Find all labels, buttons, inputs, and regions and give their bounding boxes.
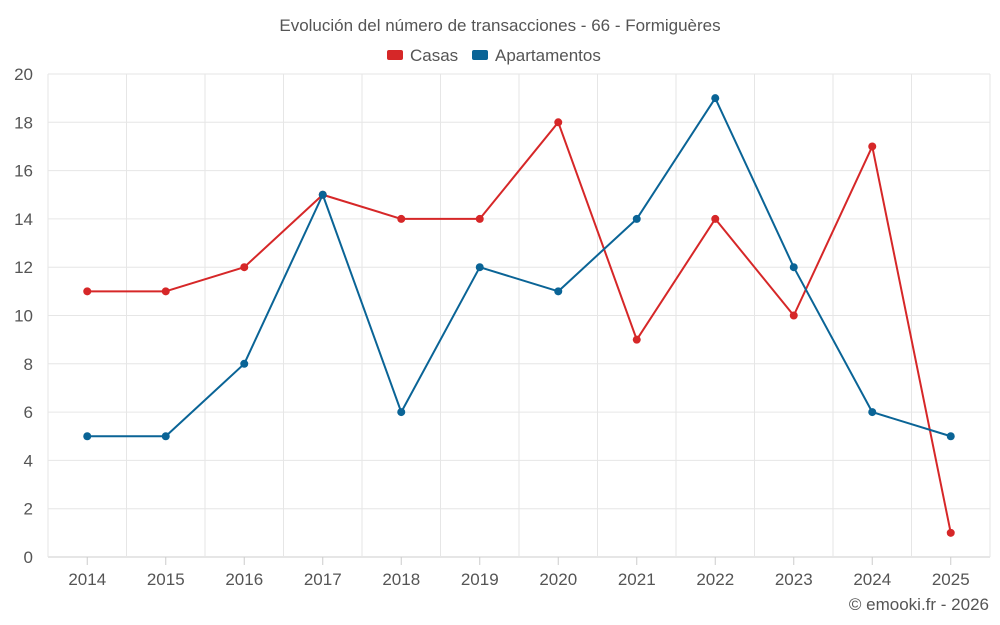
y-tick-label: 10 bbox=[14, 307, 33, 326]
y-tick-label: 12 bbox=[14, 258, 33, 277]
data-point-casas[interactable] bbox=[475, 214, 484, 223]
x-tick-label: 2018 bbox=[382, 570, 420, 589]
y-axis: 0 2 4 6 8 10 12 14 16 18 20 bbox=[14, 65, 33, 567]
y-tick-label: 20 bbox=[14, 65, 33, 84]
x-tick-label: 2024 bbox=[853, 570, 891, 589]
data-point-apartamentos[interactable] bbox=[946, 432, 955, 441]
x-axis: 2014 2015 2016 2017 2018 2019 2020 2021 2022 2023… bbox=[68, 557, 970, 589]
x-tick-label: 2025 bbox=[932, 570, 970, 589]
legend-item-apartamentos[interactable]: Apartamentos bbox=[472, 46, 601, 65]
data-point-apartamentos[interactable] bbox=[554, 287, 563, 296]
x-tick-label: 2016 bbox=[225, 570, 263, 589]
data-point-casas[interactable] bbox=[83, 287, 92, 296]
x-tick-label: 2014 bbox=[68, 570, 106, 589]
legend-swatch-casas bbox=[387, 50, 403, 60]
data-point-apartamentos[interactable] bbox=[161, 432, 170, 441]
x-tick-label: 2022 bbox=[696, 570, 734, 589]
y-tick-label: 6 bbox=[24, 403, 33, 422]
data-point-apartamentos[interactable] bbox=[868, 408, 877, 417]
x-tick-label: 2015 bbox=[147, 570, 185, 589]
data-point-casas[interactable] bbox=[161, 287, 170, 296]
data-point-casas[interactable] bbox=[554, 118, 563, 127]
legend-label-casas: Casas bbox=[410, 46, 458, 65]
chart-title: Evolución del número de transacciones - … bbox=[279, 16, 720, 35]
y-tick-label: 2 bbox=[24, 500, 33, 519]
legend-item-casas[interactable]: Casas bbox=[387, 46, 458, 65]
x-tick-label: 2017 bbox=[304, 570, 342, 589]
data-point-casas[interactable] bbox=[868, 142, 877, 151]
legend-swatch-apartamentos bbox=[472, 50, 488, 60]
data-point-apartamentos[interactable] bbox=[632, 214, 641, 223]
data-point-casas[interactable] bbox=[946, 528, 955, 537]
data-point-apartamentos[interactable] bbox=[789, 263, 798, 272]
series-line-apartamentos bbox=[87, 97, 952, 438]
data-point-apartamentos[interactable] bbox=[240, 359, 249, 368]
data-point-apartamentos[interactable] bbox=[397, 408, 406, 417]
legend: Casas Apartamentos bbox=[387, 46, 601, 65]
series-points bbox=[83, 94, 955, 537]
y-tick-label: 0 bbox=[24, 548, 33, 567]
x-tick-label: 2023 bbox=[775, 570, 813, 589]
y-tick-label: 8 bbox=[24, 355, 33, 374]
data-point-apartamentos[interactable] bbox=[711, 94, 720, 103]
x-tick-label: 2021 bbox=[618, 570, 656, 589]
grid bbox=[47, 73, 991, 558]
data-point-casas[interactable] bbox=[240, 263, 249, 272]
data-point-casas[interactable] bbox=[711, 214, 720, 223]
y-tick-label: 4 bbox=[24, 451, 33, 470]
credit-text: © emooki.fr - 2026 bbox=[849, 595, 989, 614]
data-point-apartamentos[interactable] bbox=[475, 263, 484, 272]
series-line-casas bbox=[87, 121, 952, 534]
y-tick-label: 14 bbox=[14, 210, 33, 229]
y-tick-label: 18 bbox=[14, 113, 33, 132]
legend-label-apartamentos: Apartamentos bbox=[495, 46, 601, 65]
series-lines bbox=[87, 97, 952, 534]
y-tick-label: 16 bbox=[14, 162, 33, 181]
data-point-apartamentos[interactable] bbox=[318, 190, 327, 199]
data-point-apartamentos[interactable] bbox=[83, 432, 92, 441]
x-tick-label: 2020 bbox=[539, 570, 577, 589]
data-point-casas[interactable] bbox=[397, 214, 406, 223]
x-tick-label: 2019 bbox=[461, 570, 499, 589]
data-point-casas[interactable] bbox=[789, 311, 798, 320]
data-point-casas[interactable] bbox=[632, 335, 641, 344]
